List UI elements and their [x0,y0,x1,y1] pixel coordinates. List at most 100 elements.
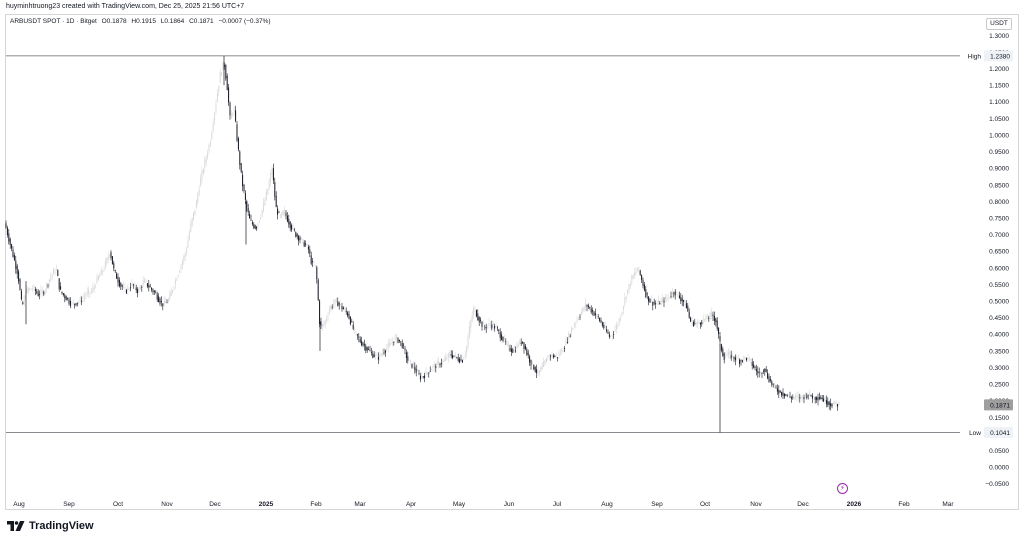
creator-caption: huyminhtruong23 created with TradingView… [6,3,245,10]
y-tick-label: 1.2000 [989,66,1009,73]
tradingview-logo[interactable]: TradingView [7,520,94,532]
candle-body [768,376,770,383]
candle-body [69,301,71,306]
candle-body [264,199,266,206]
candle-body [533,364,535,370]
candle-body [128,288,130,290]
candle-body [772,383,774,385]
lightning-icon[interactable]: ⚡ [837,483,848,494]
candle-body [114,270,116,272]
candle-body [587,305,589,308]
candle-body [18,271,20,282]
candle-body [75,303,77,306]
candle-body [235,110,237,122]
candle-body [188,231,190,240]
candle-body [41,290,43,293]
candle-body [713,315,715,321]
candle-body [347,312,349,316]
candle-body [562,350,564,352]
candle-body [407,356,409,361]
candle-body [460,359,462,361]
candle-body [300,238,302,240]
candle-body [834,400,836,404]
candle-body [692,322,694,326]
candle-body [155,292,157,294]
candle-body [54,271,56,273]
candle-body [687,305,689,312]
candle-body [356,334,358,336]
candle-body [572,327,574,330]
candle-body [790,397,792,399]
candle-body [26,288,28,293]
candle-body [827,400,829,406]
candle-body [635,271,637,274]
candle-body [495,325,497,327]
candle-body [104,261,106,268]
candle-body [145,280,147,282]
candle-body [412,364,414,366]
candle-body [92,287,94,292]
candle-body [221,73,223,75]
candle-body [537,370,539,372]
candle-body [341,306,343,310]
y-tick-label: 1.0500 [989,116,1009,123]
candle-body [688,311,690,318]
candle-body [818,397,820,399]
candle-body [510,348,512,352]
candle-body [202,169,204,174]
candle-body [334,299,336,304]
candle-body [540,367,542,372]
candle-body [442,360,444,363]
tv-logo-icon [7,521,25,531]
candle-body [79,298,81,302]
candle-body [530,359,532,366]
candle-body [232,113,234,115]
candle-body [393,341,395,343]
candle-body [482,323,484,325]
candle-body [480,319,482,321]
x-tick-label: Feb [310,501,322,508]
candle-body [838,402,840,405]
candle-body [464,354,466,357]
candle-body [725,356,727,358]
candle-body [390,343,392,345]
candle-body [732,354,734,356]
candle-body [726,354,728,357]
candle-body [656,303,658,305]
candle-body [554,356,556,357]
candle-body [775,386,777,388]
candle-body [673,292,675,294]
candle-body [207,153,209,157]
candle-body [782,392,784,396]
candle-body [534,367,536,372]
candle-body [337,301,339,307]
y-tick-label: 0.1500 [989,415,1009,422]
candle-body [401,342,403,348]
candle-body [139,286,141,290]
candle-body [436,361,438,366]
candle-body [410,360,412,363]
candle-body [65,296,67,301]
candle-body [286,215,288,222]
candle-body [604,326,606,328]
candle-body [579,316,581,318]
candle-body [183,256,185,262]
currency-selector[interactable]: USDT [986,18,1012,30]
low-badge [984,426,1013,438]
candle-body [561,349,563,353]
candle-body [538,370,540,375]
candle-body [37,292,39,297]
candle-body [405,352,407,359]
candle-body [352,324,354,329]
candle-body [281,212,283,218]
candle-body [667,297,669,299]
candle-body [774,383,776,386]
symbol-name[interactable]: ARBUSDT SPOT · 1D · Bitget [10,18,97,25]
candle-body [127,287,129,291]
candle-body [781,391,783,396]
candle-body [515,350,517,352]
candle-body [162,303,164,307]
candle-body [377,356,379,360]
x-tick-label: Mar [942,501,954,508]
